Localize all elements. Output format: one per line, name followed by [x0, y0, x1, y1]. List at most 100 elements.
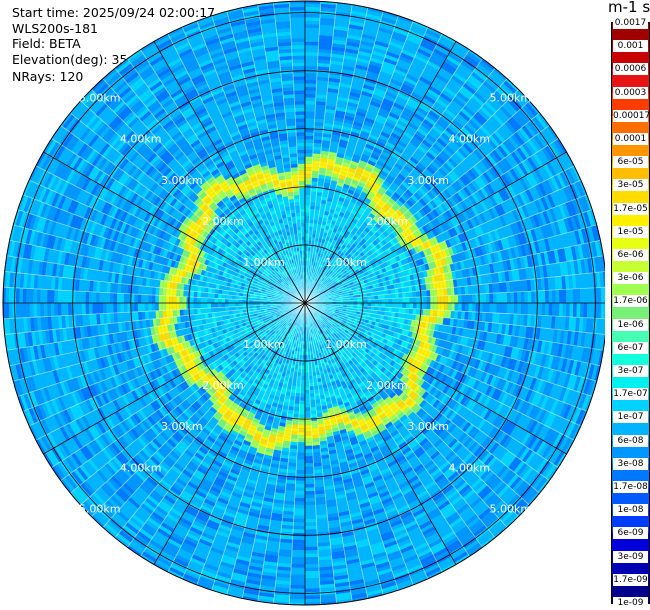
range-gate	[339, 223, 345, 229]
range-gate	[312, 226, 317, 231]
range-gate	[311, 240, 315, 245]
range-gate	[328, 190, 335, 196]
range-gate	[427, 88, 440, 99]
range-gate	[420, 73, 434, 83]
range-gate	[368, 64, 382, 71]
range-gate	[583, 303, 588, 318]
range-gate	[435, 73, 450, 84]
range-gate	[412, 57, 427, 67]
range-gate	[322, 189, 329, 194]
range-gate	[422, 309, 427, 316]
range-gate	[363, 80, 377, 88]
range-gate	[369, 188, 378, 195]
range-gate	[385, 298, 389, 303]
range-gate	[524, 291, 528, 303]
range-gate	[407, 142, 418, 151]
range-gate	[489, 293, 494, 303]
range-gate	[374, 303, 379, 307]
range-gate	[328, 77, 341, 83]
range-gate	[331, 259, 336, 264]
range-gate	[341, 217, 348, 223]
range-gate	[450, 287, 455, 296]
range-gate	[318, 42, 333, 47]
range-gate	[333, 120, 344, 126]
range-gate	[305, 62, 318, 67]
range-gate	[385, 118, 397, 126]
range-gate	[305, 55, 318, 60]
range-gate	[382, 61, 397, 69]
range-gate	[310, 198, 316, 203]
range-gate	[534, 290, 539, 303]
range-gate	[375, 84, 388, 92]
range-gate	[409, 64, 424, 74]
elevation-label: Elevation(deg): 35.00	[12, 52, 148, 67]
range-gate	[371, 94, 384, 102]
range-gate	[337, 93, 350, 99]
range-gate	[319, 206, 326, 211]
range-gate	[418, 76, 433, 86]
range-gate	[322, 265, 326, 270]
range-gate	[398, 292, 403, 299]
range-gate	[330, 53, 345, 59]
range-gate	[305, 229, 309, 234]
range-gate	[390, 168, 400, 177]
range-gate	[317, 181, 325, 186]
range-gate	[313, 216, 319, 221]
range-gate	[322, 217, 328, 223]
range-gate	[305, 34, 319, 39]
range-gate	[344, 151, 354, 158]
range-gate	[333, 213, 339, 219]
range-gate	[319, 31, 334, 37]
range-gate	[319, 231, 324, 236]
range-gate	[345, 41, 361, 48]
range-gate	[437, 295, 441, 303]
range-gate	[341, 187, 349, 193]
range-gate	[499, 303, 504, 314]
range-gate	[391, 34, 407, 43]
range-gate	[372, 90, 385, 99]
range-gate	[313, 132, 323, 137]
range-gate	[409, 303, 413, 309]
range-gate	[332, 36, 347, 42]
range-gate	[316, 274, 320, 279]
range-gate	[330, 141, 340, 147]
range-gate	[416, 303, 420, 309]
range-gate	[353, 117, 365, 124]
range-gate	[411, 91, 424, 101]
range-gate	[397, 140, 408, 149]
range-gate	[399, 137, 410, 146]
range-gate	[430, 82, 444, 93]
range-gate	[324, 266, 328, 271]
range-gate	[348, 201, 356, 207]
range-gate	[401, 287, 406, 293]
range-gate	[423, 94, 436, 105]
range-gate	[600, 303, 605, 319]
range-gate	[363, 209, 371, 216]
range-gate	[335, 110, 346, 116]
range-gate	[316, 227, 321, 232]
range-gate	[330, 137, 340, 143]
range-gate	[314, 206, 321, 211]
range-gate	[378, 303, 382, 307]
range-gate	[361, 172, 370, 179]
range-gate	[440, 64, 455, 75]
range-gate	[341, 165, 350, 171]
range-gate	[340, 132, 351, 139]
range-gate	[391, 105, 404, 114]
range-gate	[566, 289, 570, 303]
range-gate	[349, 17, 366, 24]
range-gate	[597, 303, 602, 319]
range-gate	[319, 160, 328, 166]
range-gate	[383, 164, 393, 172]
range-gate	[305, 250, 308, 255]
range-gate	[362, 150, 372, 157]
range-gate	[378, 134, 389, 142]
range-gate	[329, 262, 334, 267]
range-gate	[366, 178, 375, 186]
range-gate	[446, 55, 461, 67]
range-gate	[424, 116, 437, 126]
range-gate	[321, 143, 331, 149]
range-gate	[447, 295, 452, 303]
range-gate	[326, 98, 338, 104]
range-gate	[401, 110, 413, 119]
